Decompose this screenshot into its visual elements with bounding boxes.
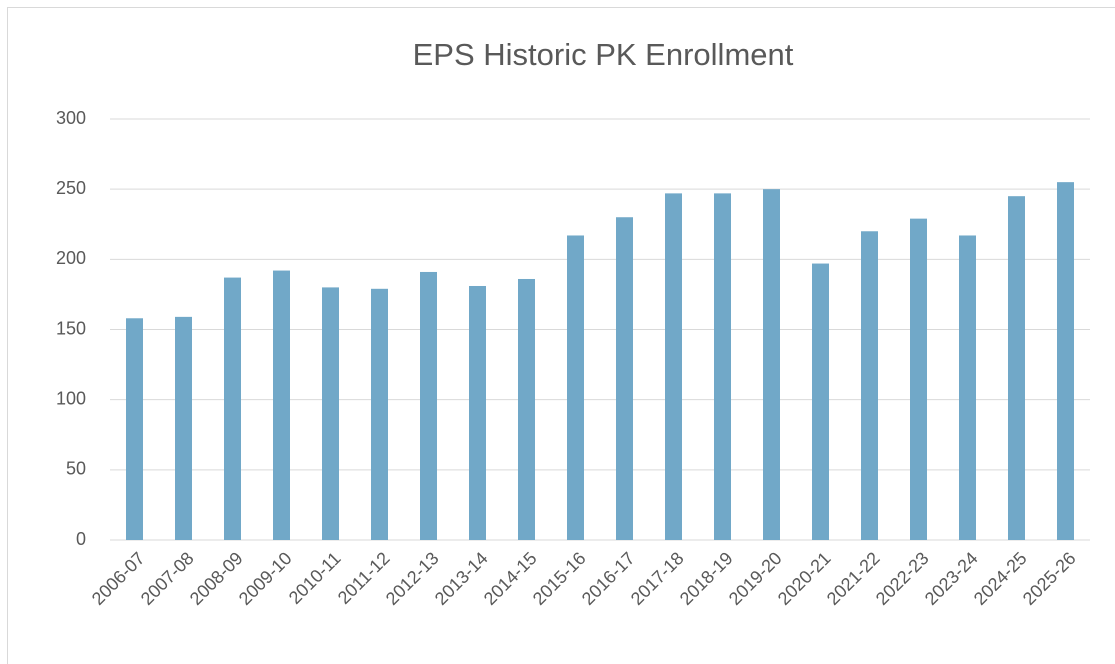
bar [224, 277, 241, 540]
bar [420, 271, 437, 540]
bar [665, 193, 682, 541]
bar [469, 285, 486, 540]
bar [567, 235, 584, 540]
y-tick-label: 100 [56, 388, 86, 408]
bar [126, 318, 143, 540]
bar [714, 193, 731, 541]
bar [959, 235, 976, 540]
chart-title: EPS Historic PK Enrollment [413, 37, 794, 72]
bar [616, 217, 633, 540]
bar [910, 218, 927, 541]
bar [518, 278, 535, 540]
bar [1057, 182, 1074, 540]
y-tick-label: 50 [66, 459, 86, 479]
bar [1008, 196, 1025, 540]
bar [812, 263, 829, 540]
bar [322, 287, 339, 540]
bar [861, 231, 878, 540]
y-tick-label: 0 [76, 529, 86, 549]
y-tick-label: 150 [56, 318, 86, 338]
y-tick-label: 200 [56, 248, 86, 268]
bar [175, 316, 192, 540]
bar [763, 189, 780, 540]
y-tick-label: 300 [56, 108, 86, 128]
bar [273, 270, 290, 540]
chart-border [7, 7, 1115, 664]
bar [371, 288, 388, 540]
y-tick-label: 250 [56, 178, 86, 198]
